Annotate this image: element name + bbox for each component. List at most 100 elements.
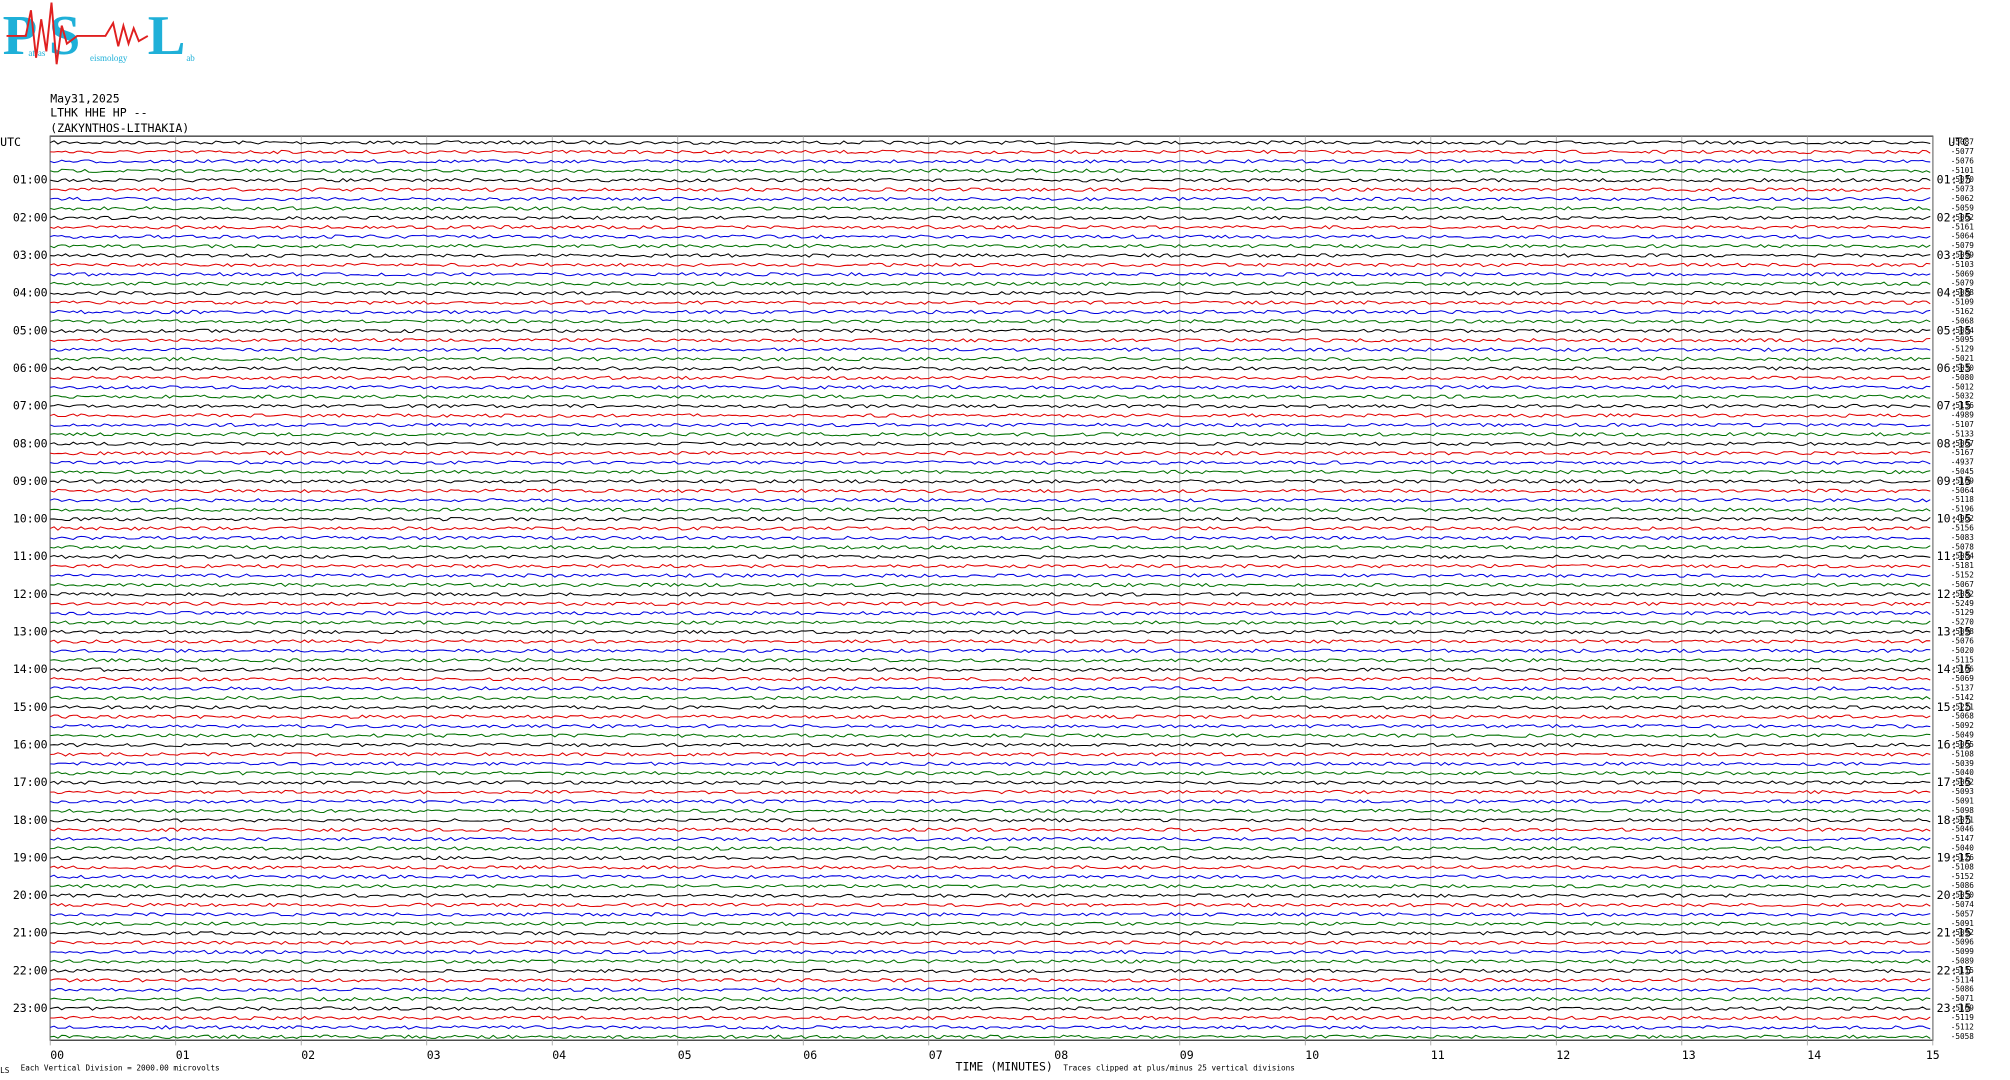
offset-label: -5152 [1951, 872, 1974, 881]
trace [50, 149, 1931, 155]
trace [50, 705, 1931, 710]
trace [50, 253, 1931, 258]
trace [50, 799, 1931, 804]
trace [50, 846, 1931, 851]
x-tick-label: 12 [1556, 1048, 1570, 1062]
offset-label: -5079 [1951, 279, 1975, 288]
hour-label: 15:00 [13, 700, 48, 714]
hour-label: 11:00 [13, 549, 48, 563]
offset-label: -5073 [1951, 185, 1975, 194]
offset-label: -5095 [1951, 335, 1975, 344]
offset-label: -5049 [1951, 731, 1975, 740]
trace [50, 865, 1931, 870]
offset-label: -5076 [1951, 156, 1975, 165]
offset-label: -5086 [1951, 881, 1975, 890]
offset-label: -5020 [1951, 646, 1975, 655]
offset-label: -5080 [1951, 373, 1975, 382]
trace [50, 949, 1931, 955]
offset-label: -5062 [1951, 778, 1974, 787]
x-tick-label: 06 [803, 1048, 817, 1062]
trace [50, 394, 1931, 399]
offset-label: -5136 [1951, 401, 1975, 410]
trace [50, 742, 1931, 748]
trace [50, 441, 1931, 447]
trace [50, 498, 1931, 503]
trace [50, 808, 1931, 814]
trace [50, 836, 1931, 842]
trace [50, 271, 1931, 277]
hour-label: 01:00 [13, 173, 48, 187]
trace [50, 987, 1931, 992]
offset-label: -5103 [1951, 260, 1975, 269]
trace [50, 610, 1931, 616]
trace [50, 573, 1931, 578]
trace [50, 196, 1931, 202]
trace [50, 921, 1931, 927]
trace [50, 215, 1931, 221]
hour-label: 21:00 [13, 926, 48, 940]
trace [50, 818, 1931, 823]
trace [50, 959, 1931, 964]
trace [50, 403, 1931, 409]
trace [50, 225, 1931, 230]
offset-label: -5129 [1951, 345, 1975, 354]
offset-label: -5087 [1951, 138, 1975, 147]
trace [50, 535, 1931, 541]
x-axis-label: TIME (MINUTES) [956, 1060, 1053, 1074]
trace [50, 1015, 1931, 1021]
offset-label: -5098 [1951, 627, 1975, 636]
corner-mark: LS [0, 1066, 10, 1075]
offset-label: -5062 [1951, 194, 1974, 203]
hour-label: 14:00 [13, 662, 48, 676]
trace [50, 328, 1931, 334]
trace [50, 601, 1931, 607]
offset-label: -5118 [1951, 495, 1975, 504]
x-tick-label: 00 [50, 1048, 64, 1062]
trace [50, 366, 1931, 371]
hour-label: 23:15 [1937, 1001, 1972, 1015]
trace [50, 479, 1931, 484]
offset-label: -5077 [1951, 147, 1975, 156]
location: (ZAKYNTHOS-LITHAKIA) [50, 121, 189, 135]
x-tick-label: 05 [678, 1048, 692, 1062]
offset-label: -5092 [1951, 928, 1974, 937]
trace [50, 667, 1931, 672]
offset-label: -5115 [1951, 966, 1975, 975]
offset-label: -5046 [1951, 825, 1975, 834]
x-tick-label: 02 [301, 1048, 315, 1062]
hour-label: 18:00 [13, 813, 48, 827]
offset-label: -5086 [1951, 985, 1975, 994]
trace [50, 582, 1931, 588]
offset-label: -5108 [1951, 862, 1975, 871]
offset-label: -5070 [1951, 175, 1975, 184]
trace [50, 789, 1931, 795]
x-tick-label: 01 [176, 1048, 190, 1062]
offset-label: -4989 [1951, 411, 1975, 420]
trace [50, 639, 1931, 644]
trace [50, 1034, 1931, 1040]
trace [50, 1024, 1931, 1030]
offset-label: -5137 [1951, 684, 1975, 693]
trace [50, 243, 1931, 249]
offset-label: -5062 [1951, 213, 1974, 222]
offset-label: -5109 [1951, 1004, 1975, 1013]
hour-label: 02:00 [13, 210, 48, 224]
trace [50, 620, 1931, 625]
trace [50, 770, 1931, 776]
offset-label: -5162 [1951, 307, 1974, 316]
offset-label: -5142 [1951, 693, 1974, 702]
trace [50, 385, 1931, 390]
trace [50, 827, 1931, 833]
hour-label: 17:15 [1937, 775, 1972, 789]
hour-label: 22:15 [1937, 963, 1972, 977]
hour-label: 10:00 [13, 512, 48, 526]
hour-label: 08:15 [1937, 436, 1972, 450]
logo-word: ab [186, 53, 195, 63]
offset-label: -5058 [1951, 1032, 1975, 1041]
hour-label: 07:15 [1937, 399, 1972, 413]
offset-label: -5098 [1951, 806, 1975, 815]
offset-label: -5040 [1951, 844, 1975, 853]
x-tick-label: 14 [1807, 1048, 1821, 1062]
hour-label: 23:00 [13, 1001, 48, 1015]
offset-label: -5071 [1951, 815, 1975, 824]
